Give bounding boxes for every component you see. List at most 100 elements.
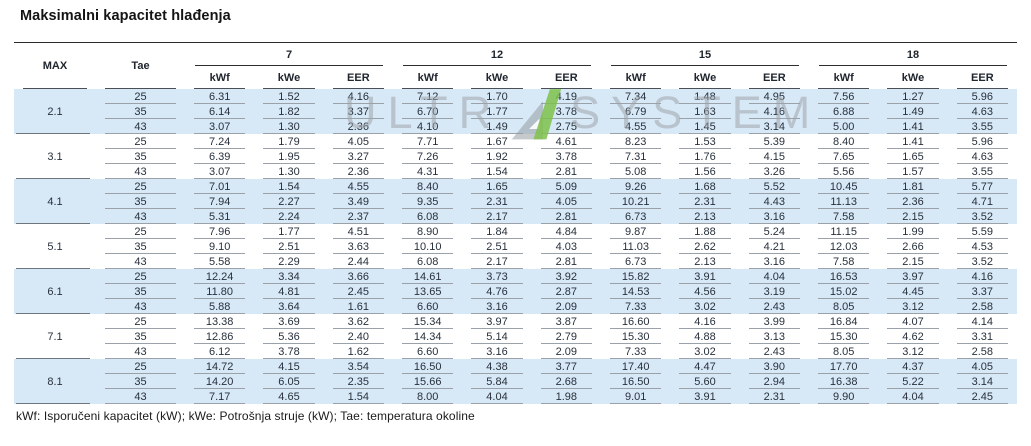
col-eer-15: EER [740, 66, 809, 89]
cell-eer-12: 3.87 [532, 314, 601, 329]
cell-kwe-7: 3.69 [254, 314, 323, 329]
cell-kwe-12: 1.84 [462, 224, 531, 239]
col-kwe-7: kWe [254, 66, 323, 89]
cell-kwe-7: 2.51 [254, 239, 323, 254]
cell-kwe-18: 2.15 [878, 254, 947, 269]
cell-kwe-18: 4.04 [878, 389, 948, 404]
cell-kwf-18: 7.56 [809, 89, 879, 104]
cell-kwf-15: 6.73 [601, 209, 671, 224]
cell-tae: 35 [96, 149, 185, 164]
cell-kwe-12: 2.17 [462, 254, 531, 269]
cell-kwe-18: 3.12 [878, 344, 947, 359]
capacity-table: MAX Tae 7 12 15 18 kWf kWe EER kWf kWe EER kWf kWe EER… [14, 42, 1018, 404]
cell-kwf-12: 8.40 [393, 179, 463, 194]
cell-kwf-7: 11.80 [185, 284, 255, 299]
table-row: 43 7.17 4.65 1.54 8.00 4.04 1.98 9.01 3.91 2.31 9.… [14, 389, 1018, 404]
cell-eer-7: 1.54 [323, 389, 394, 404]
cell-eer-15: 4.16 [739, 104, 810, 119]
cell-eer-18: 4.53 [948, 239, 1017, 254]
table-row: 35 7.94 2.27 3.49 9.35 2.31 4.05 10.21 2.31 4.43 1… [14, 194, 1018, 209]
cell-kwe-18: 5.22 [878, 374, 948, 389]
cell-kwe-15: 1.88 [670, 224, 739, 239]
cell-kwe-15: 1.53 [670, 134, 739, 149]
col-eer-18: EER [948, 66, 1017, 89]
page-title: Maksimalni kapacitet hlađenja [20, 8, 231, 24]
cell-kwf-7: 6.12 [185, 344, 254, 359]
cell-kwe-7: 4.65 [254, 389, 324, 404]
cell-eer-15: 3.13 [740, 329, 809, 344]
col-header-tae: Tae [96, 43, 185, 90]
cell-eer-7: 3.27 [324, 149, 393, 164]
cell-kwf-15: 6.73 [601, 254, 670, 269]
cell-kwe-18: 1.27 [878, 89, 948, 104]
cell-kwf-18: 16.53 [809, 269, 879, 284]
cell-kwf-12: 14.61 [393, 269, 463, 284]
cell-kwf-15: 7.33 [601, 344, 670, 359]
cell-kwe-18: 1.49 [878, 104, 948, 119]
cell-kwf-15: 9.01 [601, 389, 671, 404]
cell-kwe-15: 4.16 [670, 314, 739, 329]
cell-eer-18: 3.52 [948, 254, 1017, 269]
cell-kwe-18: 1.81 [878, 179, 948, 194]
cell-kwf-15: 15.30 [601, 329, 670, 344]
cell-tae: 35 [96, 329, 185, 344]
table-row: 2.1 25 6.31 1.52 4.16 7.12 1.70 4.19 7.34 1.48 4.9… [14, 89, 1018, 134]
group-header-18: 18 [809, 43, 1017, 67]
cell-eer-15: 5.52 [739, 179, 810, 194]
cell-eer-15: 3.19 [739, 284, 810, 299]
cell-eer-12: 4.61 [532, 134, 601, 149]
cell-eer-15: 4.43 [739, 194, 810, 209]
cell-kwf-15: 10.21 [601, 194, 671, 209]
cell-kwe-18: 4.07 [878, 314, 947, 329]
cell-eer-15: 3.90 [739, 359, 810, 374]
cell-kwe-18: 3.97 [878, 269, 948, 284]
cell-kwf-12: 14.34 [393, 329, 462, 344]
cell-kwe-7: 1.30 [254, 119, 324, 134]
cell-tae: 43 [96, 344, 185, 359]
cell-kwf-15: 15.82 [601, 269, 671, 284]
cell-kwe-18: 1.99 [878, 224, 947, 239]
cell-tae: 25 [96, 359, 185, 374]
cell-eer-7: 4.16 [323, 89, 394, 104]
cell-kwe-15: 1.63 [670, 104, 740, 119]
table-row: 35 6.14 1.82 3.37 6.70 1.77 3.78 6.79 1.63 4.16 6.… [14, 104, 1018, 119]
cell-kwf-7: 6.31 [185, 89, 255, 104]
cell-eer-7: 2.35 [323, 374, 394, 389]
cell-kwe-15: 2.31 [670, 194, 740, 209]
cell-kwf-7: 12.86 [185, 329, 254, 344]
cell-kwe-15: 1.56 [670, 164, 739, 179]
cell-kwf-7: 3.07 [185, 164, 254, 179]
cell-kwe-18: 2.15 [878, 209, 948, 224]
cell-kwe-7: 1.54 [254, 179, 324, 194]
cell-kwf-12: 9.35 [393, 194, 463, 209]
cell-eer-18: 4.16 [947, 269, 1018, 284]
cell-eer-18: 3.31 [948, 329, 1017, 344]
cell-kwe-15: 4.56 [670, 284, 740, 299]
cell-eer-7: 4.55 [323, 179, 394, 194]
cell-kwf-18: 9.90 [809, 389, 879, 404]
cell-eer-12: 3.92 [531, 269, 602, 284]
cell-kwe-7: 3.34 [254, 269, 324, 284]
cell-kwe-12: 3.97 [462, 314, 531, 329]
cell-kwf-18: 7.65 [809, 149, 878, 164]
col-kwf-15: kWf [601, 66, 670, 89]
cell-eer-7: 3.54 [323, 359, 394, 374]
cell-kwf-18: 11.13 [809, 194, 879, 209]
cell-kwe-7: 1.82 [254, 104, 324, 119]
col-kwe-15: kWe [670, 66, 739, 89]
cell-kwe-15: 1.76 [670, 149, 739, 164]
col-kwf-12: kWf [393, 66, 462, 89]
cell-eer-7: 3.62 [324, 314, 393, 329]
cell-kwf-18: 10.45 [809, 179, 879, 194]
cell-kwf-15: 9.26 [601, 179, 671, 194]
cell-tae: 43 [96, 254, 185, 269]
cell-eer-15: 4.04 [739, 269, 810, 284]
cell-kwf-15: 4.55 [601, 119, 671, 134]
cell-kwf-7: 6.14 [185, 104, 255, 119]
col-kwf-7: kWf [185, 66, 254, 89]
cell-eer-12: 3.78 [531, 104, 602, 119]
cell-tae: 35 [96, 194, 185, 209]
cell-kwf-18: 16.84 [809, 314, 878, 329]
cell-kwf-18: 5.56 [809, 164, 878, 179]
cell-kwf-12: 15.66 [393, 374, 463, 389]
